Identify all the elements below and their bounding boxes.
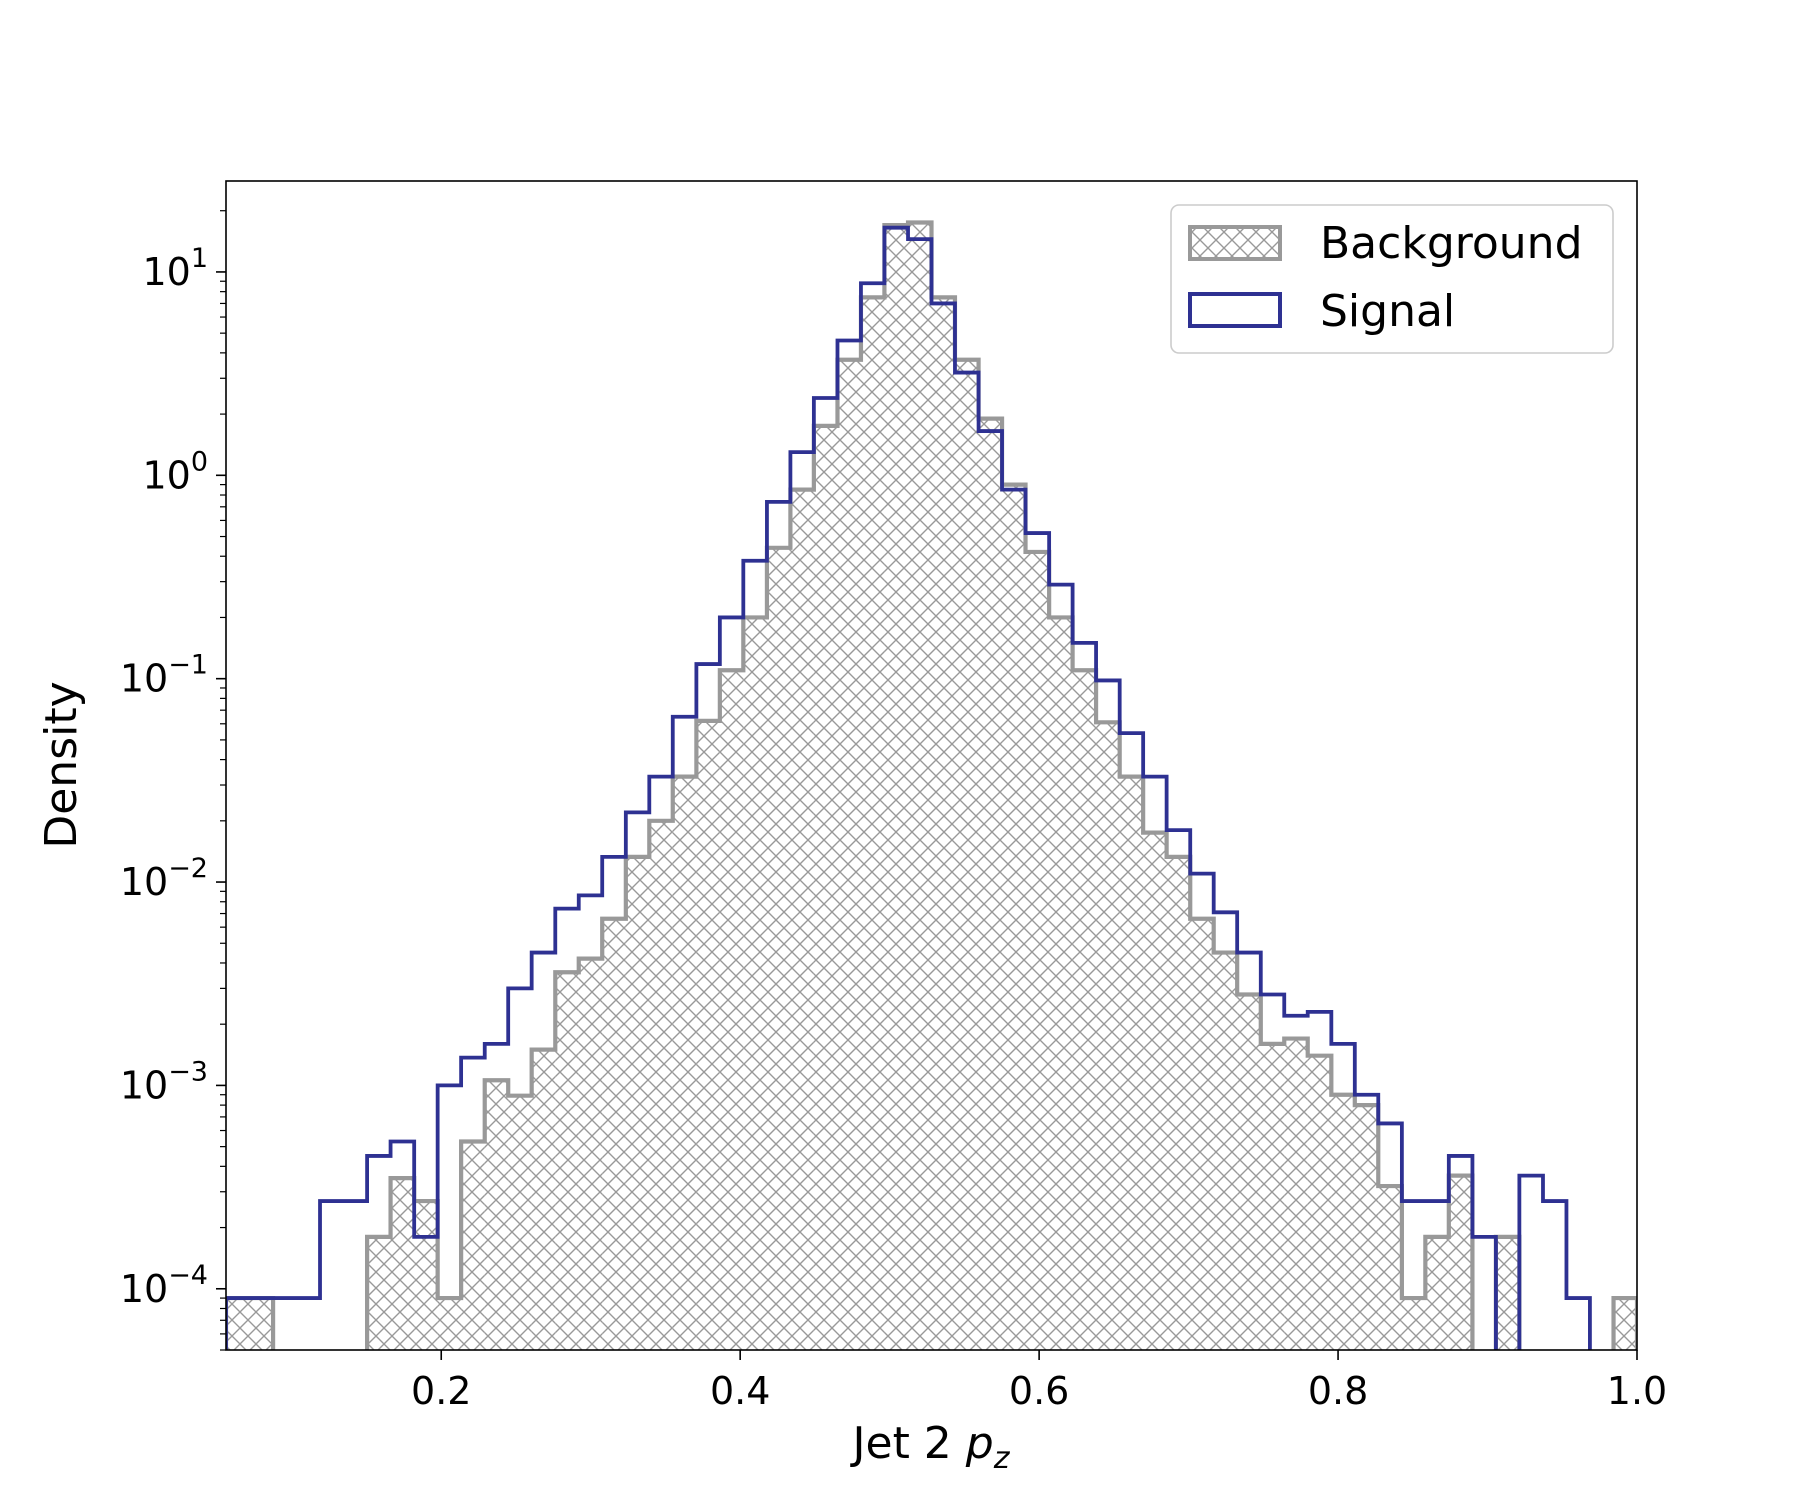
background-bar: [1190, 918, 1214, 1350]
background-bar: [390, 1178, 415, 1350]
y-tick-base: 10: [142, 453, 190, 497]
y-tick-label: 100: [142, 446, 208, 497]
background-bar: [837, 359, 861, 1350]
y-axis-label: Density: [36, 681, 87, 848]
y-tick-exponent: 0: [191, 446, 208, 477]
background-bar: [1166, 856, 1191, 1350]
background-bar: [672, 776, 697, 1350]
background-bar: [367, 1236, 391, 1350]
y-tick-label: 10−4: [120, 1260, 208, 1311]
background-bar: [484, 1080, 509, 1350]
background-bar: [743, 617, 767, 1350]
background-bar: [1143, 832, 1167, 1350]
y-tick-exponent: −3: [168, 1056, 208, 1087]
background-bar: [1613, 1298, 1637, 1350]
background-bar: [249, 1298, 274, 1350]
x-tick-label: 0.8: [1308, 1369, 1368, 1413]
background-bar: [1401, 1298, 1426, 1350]
background-bar: [555, 972, 579, 1350]
y-tick-label: 10−1: [120, 650, 208, 701]
background-bar: [1378, 1186, 1402, 1350]
y-tick-exponent: 1: [191, 243, 208, 274]
background-bar: [696, 720, 720, 1350]
background-bar: [1049, 617, 1073, 1350]
background-bar: [1025, 551, 1050, 1350]
background-bar: [602, 918, 626, 1350]
background-bar: [790, 489, 814, 1350]
background-bar: [1072, 670, 1097, 1350]
background-bar: [954, 359, 979, 1350]
x-axis-label: Jet 2 pz: [850, 1418, 1011, 1476]
plot-frame: [225, 180, 1638, 1351]
background-bar: [649, 820, 673, 1350]
background-bar: [1448, 1175, 1473, 1350]
x-axis: 0.2 0.4 0.6 0.8 1.0: [411, 1350, 1667, 1413]
background-bar: [1307, 1055, 1332, 1350]
background-bar: [1119, 776, 1144, 1350]
background-bar: [1495, 1236, 1520, 1350]
background-bar: [1096, 722, 1120, 1350]
y-tick-base: 10: [120, 657, 168, 701]
y-tick-base: 10: [120, 860, 168, 904]
x-axis-label-sub: z: [993, 1441, 1011, 1476]
background-bar: [1260, 1043, 1285, 1350]
y-tick-exponent: −1: [168, 650, 208, 681]
background-bar: [766, 547, 791, 1350]
background-bar: [1002, 484, 1026, 1350]
histogram-layer: [226, 220, 1637, 1350]
background-bar: [414, 1201, 438, 1350]
background-bar: [461, 1141, 485, 1350]
x-axis-label-main: Jet 2: [850, 1418, 966, 1469]
legend: Background Signal: [1170, 204, 1614, 354]
x-tick-label: 0.6: [1009, 1369, 1069, 1413]
background-bar: [1331, 1094, 1355, 1350]
y-tick-base: 10: [120, 1063, 168, 1107]
legend-swatch-background: [1188, 225, 1282, 261]
background-bar: [719, 670, 744, 1350]
background-bar: [884, 225, 909, 1350]
background-bar: [1284, 1038, 1308, 1350]
background-bar: [1213, 952, 1238, 1350]
background-bar: [437, 1298, 462, 1350]
background-bar: [1237, 994, 1261, 1350]
background-bar: [226, 1298, 250, 1350]
background-bar: [531, 1049, 556, 1350]
background-bar: [1425, 1236, 1449, 1350]
x-tick-label: 1.0: [1607, 1369, 1667, 1413]
y-tick-label: 10−3: [120, 1056, 208, 1107]
background-bar: [860, 297, 885, 1350]
background-bar: [908, 222, 932, 1350]
background-bar: [578, 958, 603, 1350]
background-bar: [931, 297, 955, 1350]
y-tick-base: 10: [142, 250, 190, 294]
legend-label-background: Background: [1320, 218, 1583, 269]
x-tick-label: 0.2: [411, 1369, 471, 1413]
y-tick-exponent: −4: [168, 1260, 208, 1291]
background-bar: [978, 418, 1003, 1350]
legend-swatch-signal: [1188, 292, 1282, 328]
y-tick-base: 10: [120, 1267, 168, 1311]
y-tick-exponent: −2: [168, 853, 208, 884]
y-tick-label: 10−2: [120, 853, 208, 904]
background-bar: [508, 1095, 532, 1350]
x-axis-label-var: p: [965, 1418, 994, 1469]
background-bar: [1354, 1105, 1379, 1350]
x-tick-label: 0.4: [710, 1369, 770, 1413]
background-bar: [625, 856, 650, 1350]
y-tick-label: 101: [142, 243, 208, 294]
legend-label-signal: Signal: [1320, 286, 1455, 337]
background-bar: [813, 425, 838, 1350]
signal-line: [226, 225, 1592, 1350]
